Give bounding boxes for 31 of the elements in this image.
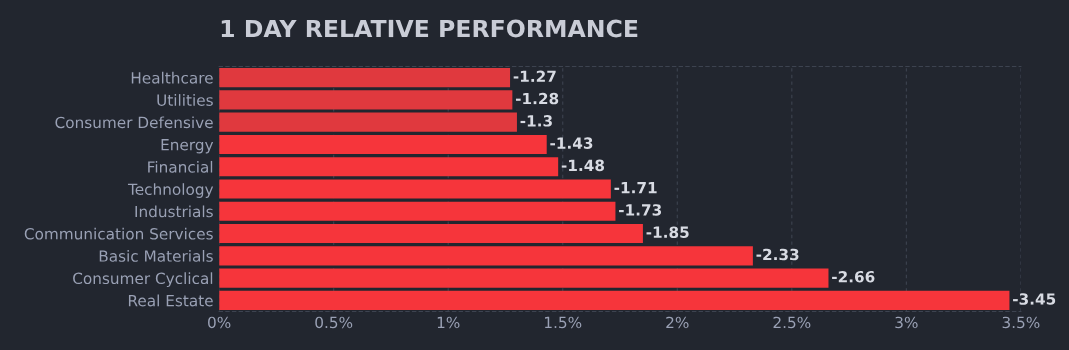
y-tick-label: Real Estate	[128, 294, 213, 307]
data-label: -1.43	[550, 137, 593, 149]
y-tick-label: Consumer Cyclical	[73, 272, 213, 288]
chart-title: 1 DAY RELATIVE PERFORMANCE	[221, 19, 638, 38]
x-tick-label: 3.5%	[1002, 316, 1040, 329]
data-label: -1.85	[646, 226, 689, 238]
y-tick-label: Energy	[161, 139, 214, 154]
y-tick-label: Communication Services	[24, 227, 213, 240]
x-tick-label: 1.5%	[545, 316, 582, 329]
data-label: -1.3	[520, 115, 552, 127]
x-tick-label: 2.5%	[773, 316, 811, 329]
y-tick-label: Utilities	[157, 94, 213, 106]
y-tick-label: Technology	[127, 183, 214, 198]
data-label: -1.73	[619, 204, 662, 216]
x-tick-label: 2%	[666, 316, 689, 329]
data-label: -1.71	[614, 182, 657, 194]
x-tick-label: 1%	[437, 316, 460, 329]
y-tick-label: Basic Materials	[99, 250, 213, 262]
data-label: -3.45	[1013, 293, 1056, 305]
data-label: -1.48	[561, 159, 605, 172]
data-label: -1.27	[513, 70, 556, 82]
x-tick-label: 0.5%	[315, 316, 353, 329]
data-label: -2.66	[832, 270, 875, 283]
x-tick-label: 0%	[208, 316, 231, 329]
y-tick-label: Industrials	[135, 205, 213, 218]
y-tick-label: Financial	[148, 160, 213, 173]
x-tick-label: 3%	[895, 316, 918, 329]
y-tick-label: Healthcare	[131, 71, 213, 84]
data-label: -2.33	[756, 248, 799, 261]
y-tick-label: Consumer Defensive	[55, 116, 213, 129]
data-label: -1.28	[515, 92, 559, 105]
